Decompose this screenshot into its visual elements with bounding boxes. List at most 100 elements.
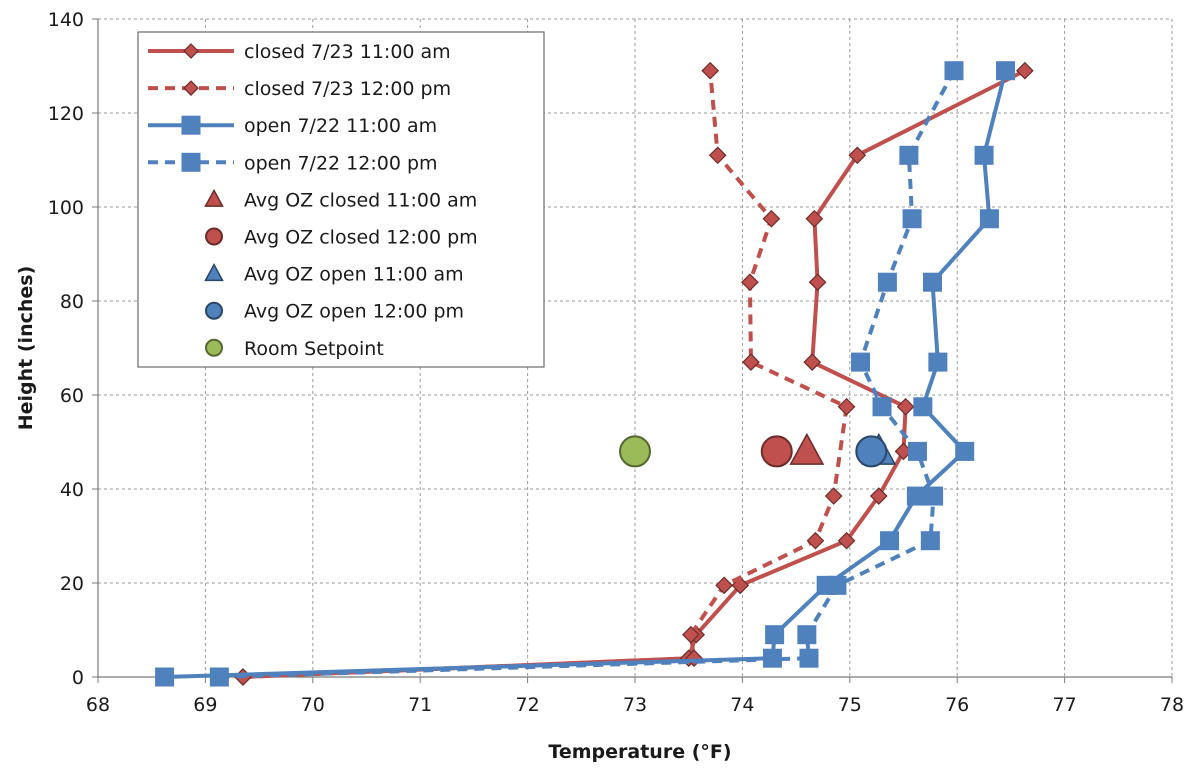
data-point-square <box>899 145 919 165</box>
data-point-square <box>872 397 892 417</box>
data-point-circle <box>619 435 651 468</box>
y-tick-label: 100 <box>48 197 84 219</box>
data-point-diamond <box>896 397 915 416</box>
legend-label: Room Setpoint <box>244 338 384 360</box>
legend-label: open 7/22 11:00 am <box>244 115 437 137</box>
legend-marker-circle <box>205 338 223 357</box>
y-tick-label: 60 <box>60 385 84 407</box>
data-point-square <box>996 61 1016 81</box>
x-tick-label: 74 <box>730 694 754 716</box>
x-tick-label: 68 <box>86 694 110 716</box>
legend-label: closed 7/23 12:00 pm <box>244 78 451 100</box>
data-point-square <box>765 625 785 645</box>
data-point-diamond <box>1016 61 1034 80</box>
data-point-square <box>907 441 927 461</box>
legend-marker-triangle <box>204 188 224 207</box>
data-point-square <box>944 61 964 81</box>
data-point-square <box>209 667 229 687</box>
legend-marker-circle <box>205 227 223 246</box>
legend-item: Avg OZ closed 12:00 pm <box>205 227 478 249</box>
y-axis-ticks: 0 20 40 60 80 100 120 140 <box>48 9 98 689</box>
data-point-diamond <box>708 146 727 165</box>
series-avg-oz-closed-12-00-pm <box>760 435 793 468</box>
series-open-7-22-11-00-am <box>155 61 1016 687</box>
legend-item: Avg OZ open 11:00 am <box>204 263 464 286</box>
data-point-diamond <box>837 531 856 550</box>
data-point-square <box>924 486 944 506</box>
y-tick-label: 20 <box>60 573 84 595</box>
y-axis-title: Height (inches) <box>15 266 37 431</box>
legend-marker-triangle <box>204 263 224 282</box>
legend-item: Room Setpoint <box>205 338 384 360</box>
data-point-diamond <box>701 61 720 80</box>
data-point-diamond <box>806 531 825 550</box>
data-point-square <box>906 486 926 506</box>
data-point-square <box>955 441 975 461</box>
data-point-diamond <box>762 209 781 228</box>
data-point-square <box>797 625 817 645</box>
data-point-square <box>922 272 942 292</box>
data-point-diamond <box>715 576 733 595</box>
series-open-7-22-12-00-pm <box>209 61 964 687</box>
data-point-diamond <box>742 353 760 371</box>
data-point-circle <box>760 435 793 468</box>
legend-label: Avg OZ open 12:00 pm <box>244 301 464 323</box>
legend-item: Avg OZ open 12:00 pm <box>205 301 464 323</box>
legend-label: Avg OZ closed 11:00 am <box>244 189 477 211</box>
legend-label: closed 7/23 11:00 am <box>244 41 451 63</box>
legend-marker-circle <box>205 301 223 320</box>
data-point-square <box>920 531 940 551</box>
data-point-square <box>827 575 847 595</box>
legend-label: Avg OZ open 11:00 am <box>244 264 464 286</box>
y-tick-label: 0 <box>72 667 84 689</box>
legend-marker-square <box>181 115 201 135</box>
legend-label: open 7/22 12:00 pm <box>244 152 438 174</box>
y-tick-label: 40 <box>60 479 84 501</box>
legend-item: open 7/22 12:00 pm <box>148 152 438 174</box>
data-point-square <box>799 648 819 668</box>
series-room-setpoint <box>619 435 651 468</box>
data-point-diamond <box>824 487 843 505</box>
data-point-triangle <box>789 432 825 465</box>
series-avg-oz-closed-11-00-am <box>789 432 825 465</box>
x-tick-label: 70 <box>301 694 325 716</box>
data-point-diamond <box>848 146 867 165</box>
data-point-square <box>913 397 933 417</box>
data-point-square <box>851 352 871 372</box>
x-tick-label: 71 <box>408 694 432 716</box>
x-tick-label: 76 <box>945 694 969 716</box>
data-point-square <box>979 209 999 229</box>
x-axis-title: Temperature (°F) <box>548 741 731 763</box>
data-point-diamond <box>803 353 822 371</box>
x-tick-label: 73 <box>623 694 647 716</box>
y-tick-label: 80 <box>60 291 84 313</box>
data-point-square <box>928 352 948 372</box>
data-point-diamond <box>681 625 700 644</box>
data-point-diamond <box>869 487 888 505</box>
data-point-diamond <box>805 209 824 228</box>
legend-item: Avg OZ closed 11:00 am <box>204 188 477 211</box>
y-tick-label: 140 <box>48 9 84 31</box>
x-tick-label: 78 <box>1160 694 1184 716</box>
x-tick-label: 75 <box>838 694 862 716</box>
legend-label: Avg OZ closed 12:00 pm <box>244 227 478 249</box>
data-point-diamond <box>837 397 856 416</box>
data-point-circle <box>855 435 888 468</box>
legend-item: closed 7/23 12:00 pm <box>148 78 451 100</box>
legend: closed 7/23 11:00 am closed 7/23 12:00 pm… <box>137 31 545 368</box>
series-avg-oz-open-12-00-pm <box>855 435 888 468</box>
data-point-square <box>880 531 900 551</box>
x-tick-label: 77 <box>1053 694 1077 716</box>
data-point-square <box>877 272 897 292</box>
data-point-square <box>974 145 994 165</box>
legend-marker-square <box>181 152 201 172</box>
series-line <box>242 70 849 679</box>
data-point-square <box>155 667 175 687</box>
data-point-square <box>902 209 922 229</box>
legend-marker-diamond <box>183 80 199 96</box>
x-axis-ticks: 68 69 70 71 72 73 74 75 76 77 78 <box>86 677 1184 716</box>
x-tick-label: 72 <box>516 694 540 716</box>
legend-item: open 7/22 11:00 am <box>148 115 437 137</box>
x-tick-label: 69 <box>193 694 217 716</box>
